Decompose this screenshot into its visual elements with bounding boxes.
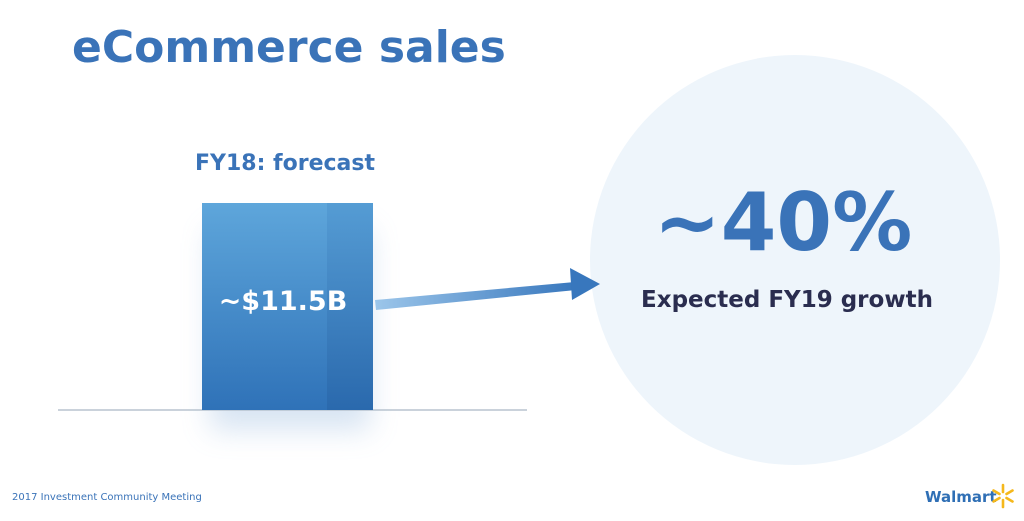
bar [202, 203, 327, 410]
highlight-circle [590, 55, 1000, 465]
highlight-value: ~40% [654, 176, 913, 269]
title: eCommerce sales [72, 22, 506, 73]
logo-spark [992, 483, 1014, 509]
footer: 2017 Investment Community Meeting [12, 492, 202, 503]
bar-side [327, 203, 373, 410]
arrow-shaft [375, 282, 576, 310]
highlight-caption: Expected FY19 growth [641, 287, 933, 313]
bar-heading: FY18: forecast [195, 151, 375, 176]
arrow-head [570, 268, 600, 300]
logo-text: Walmart [925, 488, 997, 506]
bar-label: ~$11.5B [219, 286, 348, 317]
